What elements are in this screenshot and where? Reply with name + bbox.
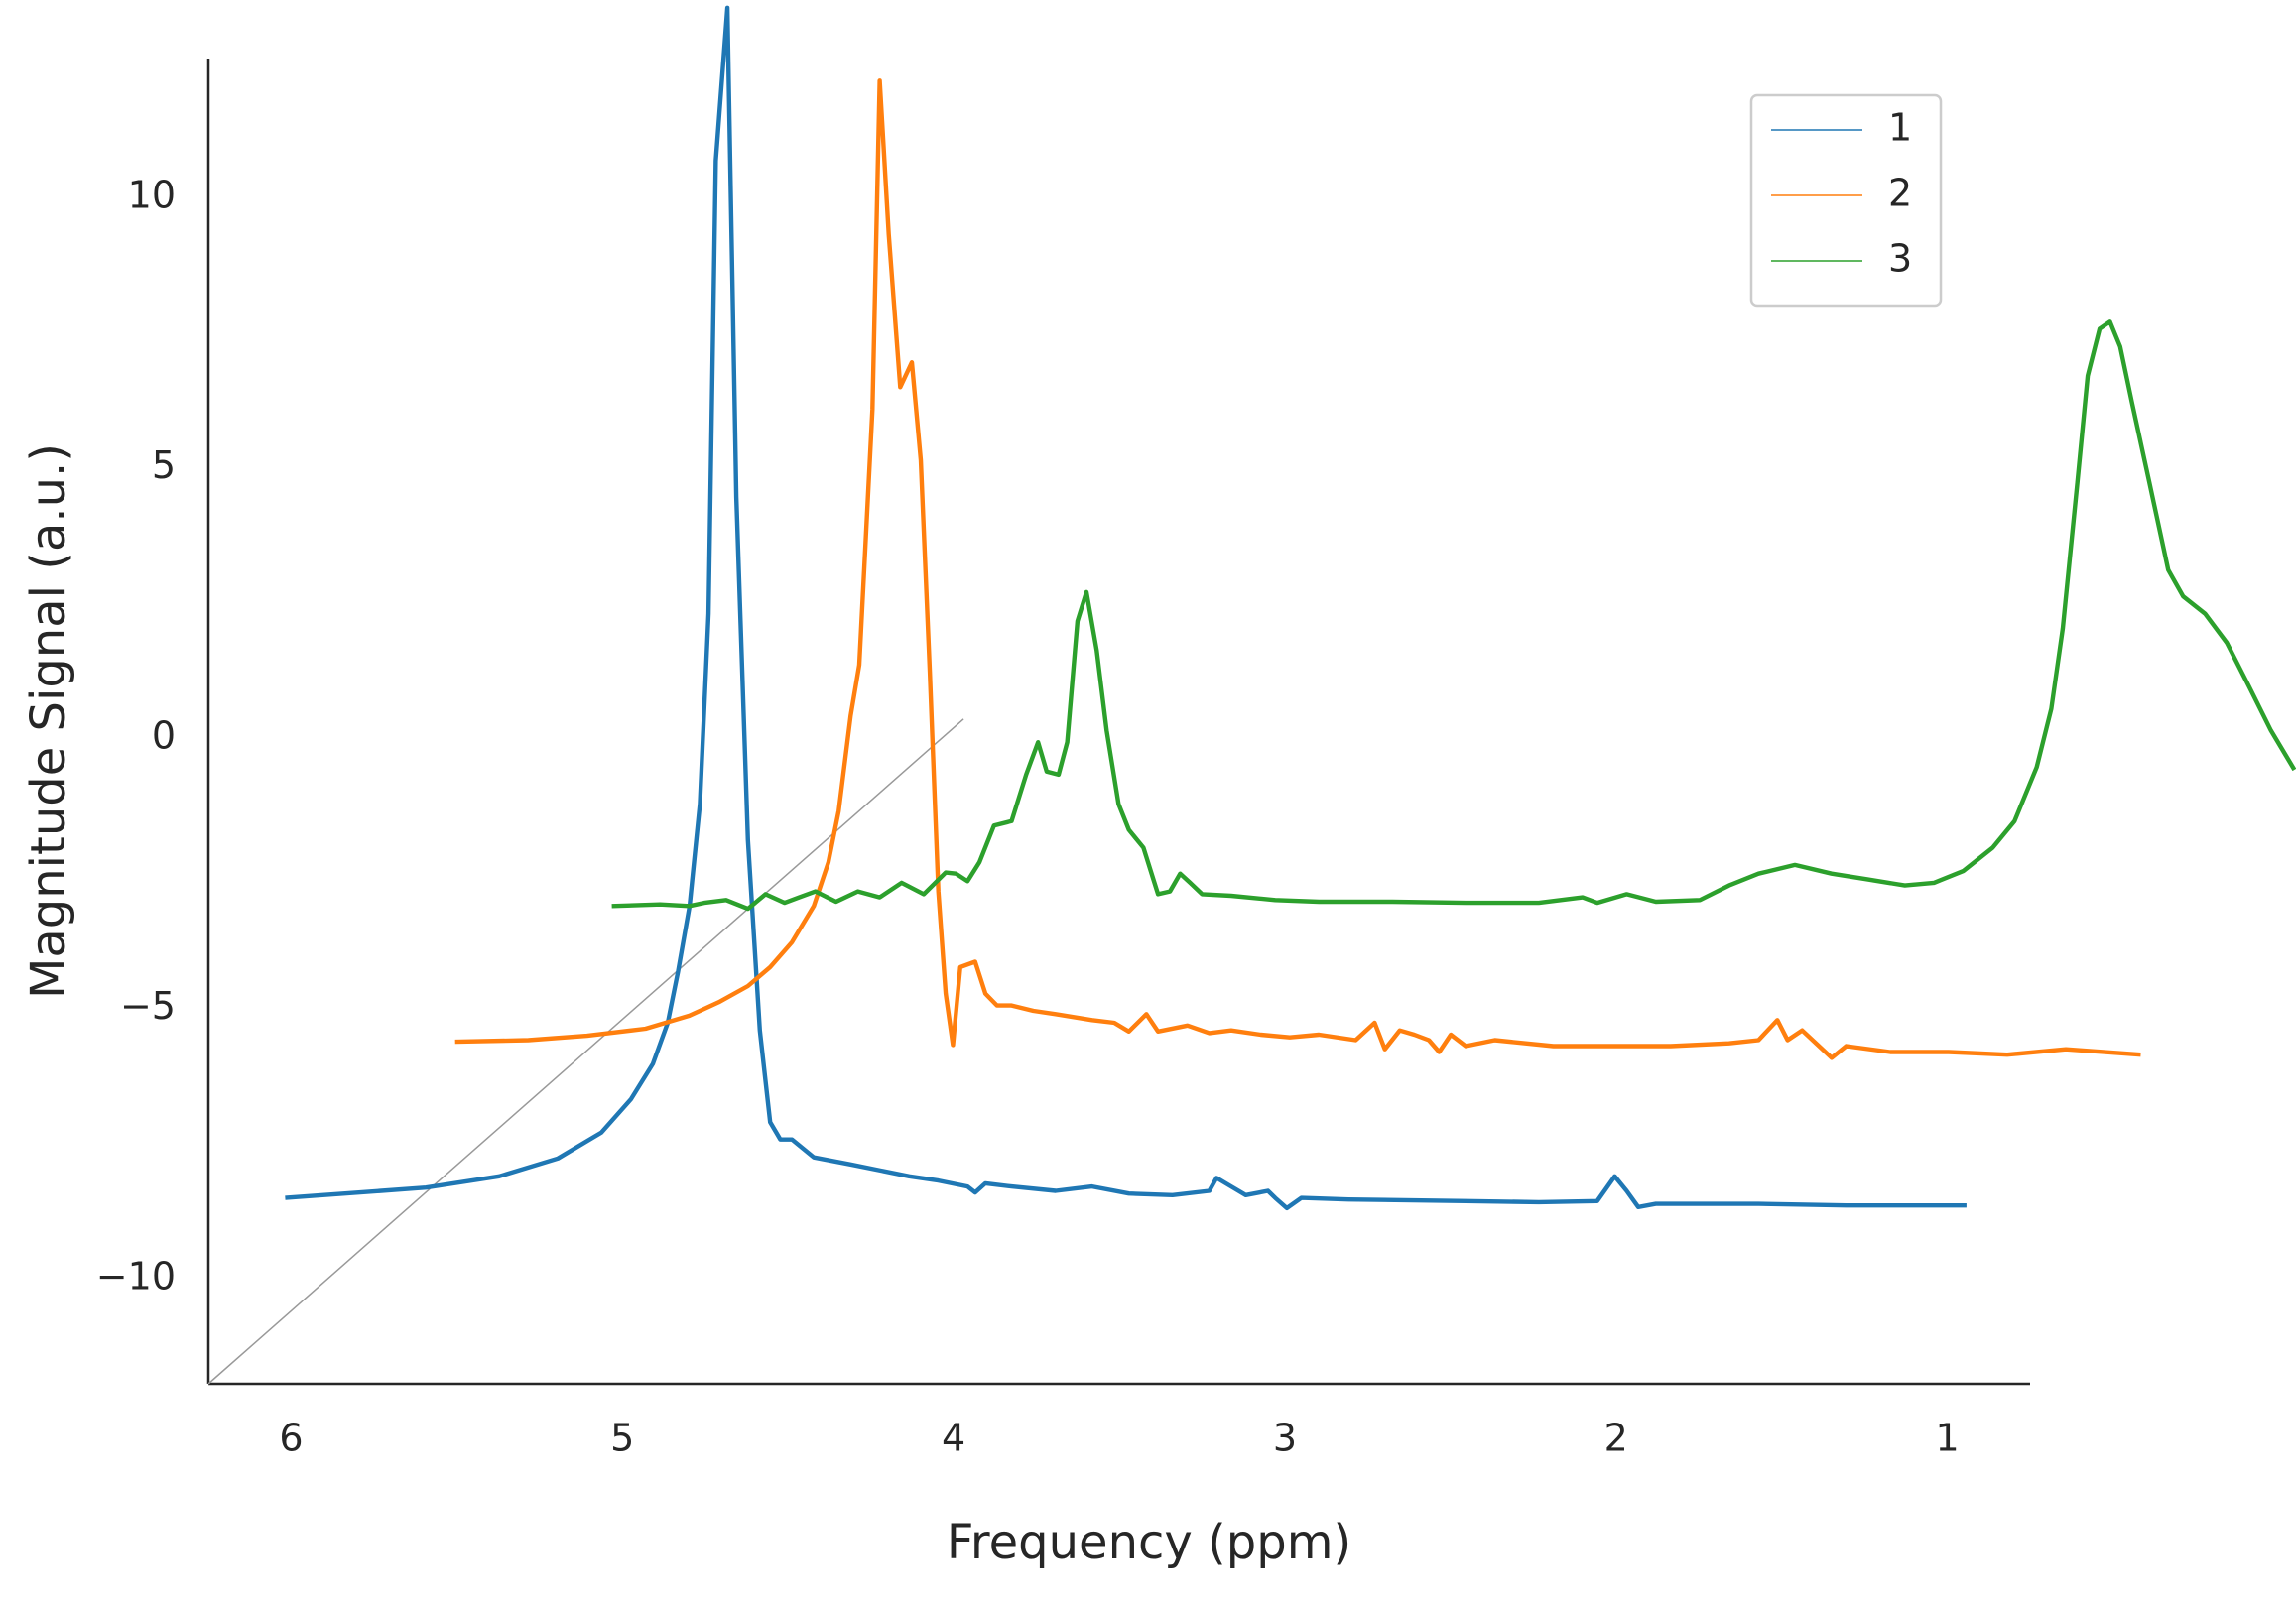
y-tick-label: −10 xyxy=(96,1254,176,1298)
x-tick-label: 3 xyxy=(1273,1417,1297,1460)
x-tick-label: 4 xyxy=(942,1417,965,1460)
guide-line xyxy=(207,718,964,1385)
x-tick-label: 5 xyxy=(610,1417,634,1460)
legend-label: 2 xyxy=(1888,172,1912,215)
legend-label: 3 xyxy=(1888,237,1912,281)
y-axis-label: Magnitude Signal (a.u.) xyxy=(21,443,76,999)
y-tick-label: 0 xyxy=(152,713,176,757)
y-tick-label: 10 xyxy=(128,174,176,217)
y-tick-label: 5 xyxy=(152,443,176,487)
legend-box xyxy=(1749,93,1943,308)
legend: 1 2 3 xyxy=(1749,93,1943,308)
x-tick-label: 6 xyxy=(279,1417,303,1460)
series-line xyxy=(611,319,2296,912)
y-tick-label: −5 xyxy=(120,984,176,1028)
x-axis-label: Frequency (ppm) xyxy=(947,1515,1351,1570)
legend-label: 1 xyxy=(1888,106,1912,150)
series-line xyxy=(285,5,1967,1211)
x-tick-label: 2 xyxy=(1604,1417,1628,1460)
series-line xyxy=(454,78,2141,1060)
x-tick-label: 1 xyxy=(1935,1417,1959,1460)
